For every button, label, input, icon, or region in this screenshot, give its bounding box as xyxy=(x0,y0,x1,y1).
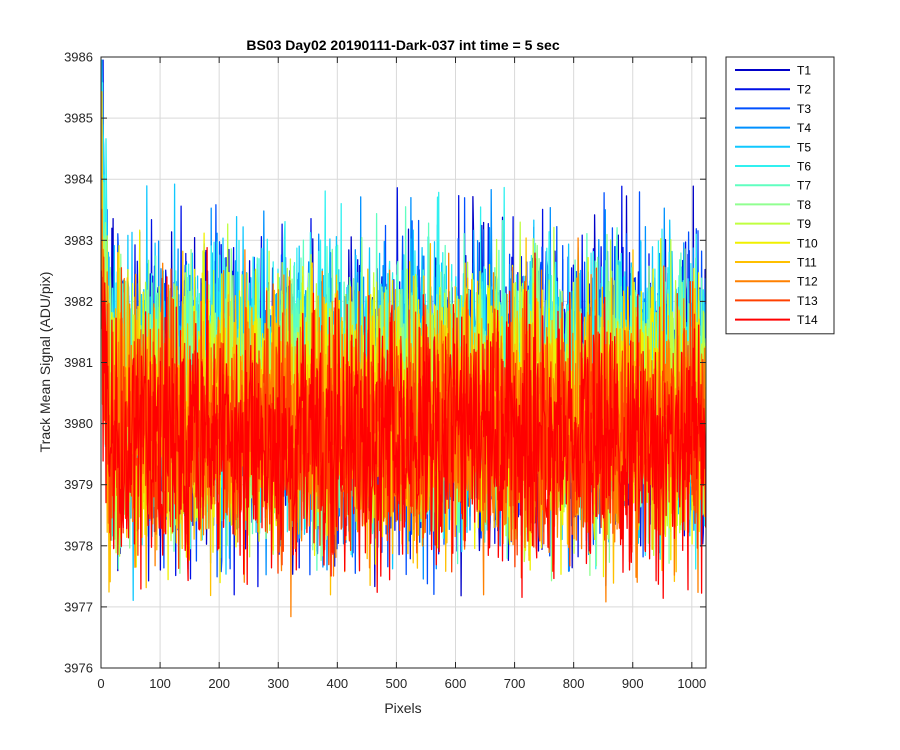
y-tick-label: 3980 xyxy=(64,416,93,431)
series-layer xyxy=(101,59,706,618)
y-tick-label: 3981 xyxy=(64,355,93,370)
axis-ticks: 0 100 200 300 400 500 600 700 800 900 1000 3976 3977… xyxy=(64,50,706,692)
x-tick-label: 800 xyxy=(563,676,585,691)
legend-item-label: T13 xyxy=(797,294,818,308)
x-axis-label: Pixels xyxy=(384,700,421,716)
x-tick-label: 500 xyxy=(386,676,408,691)
legend-item-label: T6 xyxy=(797,160,811,174)
legend-item-label: T2 xyxy=(797,83,811,97)
legend-item-label: T10 xyxy=(797,236,818,250)
legend-item-label: T8 xyxy=(797,198,811,212)
y-tick-label: 3982 xyxy=(64,294,93,309)
x-tick-label: 1000 xyxy=(677,676,706,691)
x-tick-label: 0 xyxy=(97,676,104,691)
x-tick-label: 700 xyxy=(504,676,526,691)
x-tick-label: 300 xyxy=(267,676,289,691)
legend-item-label: T3 xyxy=(797,102,811,116)
x-tick-label: 100 xyxy=(149,676,171,691)
x-tick-label: 900 xyxy=(622,676,644,691)
series-line-t14 xyxy=(101,247,706,599)
chart-title: BS03 Day02 20190111-Dark-037 int time = … xyxy=(246,37,559,53)
y-tick-label: 3984 xyxy=(64,172,93,187)
legend-item-label: T7 xyxy=(797,179,811,193)
legend-item-label: T11 xyxy=(797,256,817,270)
legend-item-label: T9 xyxy=(797,217,811,231)
legend-item-label: T12 xyxy=(797,275,818,289)
legend-item-label: T5 xyxy=(797,140,811,154)
legend-item-label: T1 xyxy=(797,64,811,78)
y-tick-label: 3979 xyxy=(64,477,93,492)
legend: T1 T2 T3 T4 T5 T6 T7 T8 T9 T10 T11 T12 T13 T14 xyxy=(725,56,835,335)
x-tick-label: 400 xyxy=(326,676,348,691)
y-tick-label: 3976 xyxy=(64,661,93,676)
y-tick-label: 3986 xyxy=(64,50,93,65)
y-axis-label: Track Mean Signal (ADU/pix) xyxy=(37,272,53,453)
x-tick-label: 200 xyxy=(208,676,230,691)
x-tick-label: 600 xyxy=(445,676,467,691)
y-tick-label: 3978 xyxy=(64,538,93,553)
y-tick-label: 3985 xyxy=(64,111,93,126)
legend-box xyxy=(725,56,835,335)
legend-item-label: T4 xyxy=(797,121,811,135)
y-tick-label: 3983 xyxy=(64,233,93,248)
legend-item-label: T14 xyxy=(797,313,818,327)
y-tick-label: 3977 xyxy=(64,599,93,614)
